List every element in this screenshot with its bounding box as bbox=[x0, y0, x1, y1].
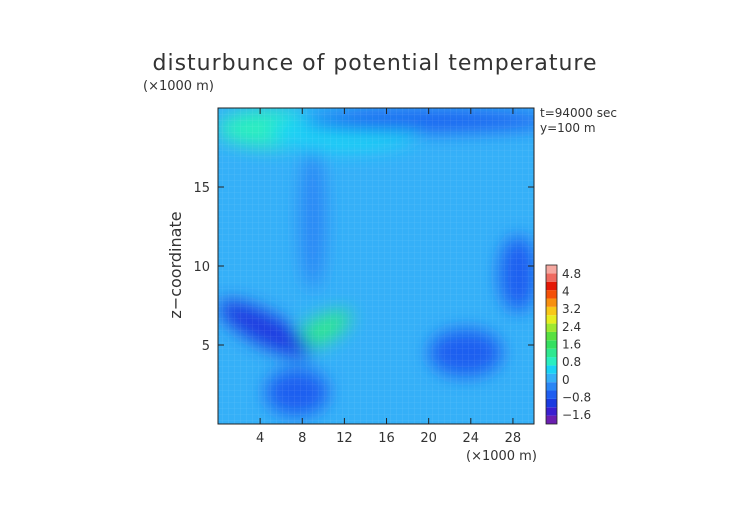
colorbar-swatch bbox=[546, 265, 557, 274]
chart-title: disturbunce of potential temperature bbox=[153, 51, 598, 76]
y-axis-unit: (×1000 m) bbox=[143, 79, 214, 94]
x-tick-label: 12 bbox=[336, 431, 353, 446]
x-tick-label: 20 bbox=[420, 431, 437, 446]
colorbar-frame bbox=[545, 264, 558, 425]
y-annotation: y=100 m bbox=[540, 121, 596, 135]
x-tick-label: 28 bbox=[505, 431, 522, 446]
colorbar-label: 4.8 bbox=[562, 267, 581, 281]
colorbar-label: 4 bbox=[562, 285, 570, 299]
colorbar-swatch bbox=[546, 365, 557, 374]
colorbar-swatch bbox=[546, 298, 557, 307]
y-tick-label: 15 bbox=[193, 181, 210, 196]
colorbar-swatch bbox=[546, 306, 557, 316]
colorbar-swatch bbox=[546, 281, 557, 291]
x-tick-label: 24 bbox=[463, 431, 480, 446]
colorbar-swatch bbox=[546, 398, 557, 408]
colorbar-swatch bbox=[546, 331, 557, 341]
x-tick-label: 8 bbox=[298, 431, 306, 446]
x-tick-label: 16 bbox=[378, 431, 395, 446]
colorbar-swatch bbox=[546, 407, 557, 416]
y-axis-label: z−coordinate bbox=[166, 211, 185, 318]
colorbar-swatch bbox=[546, 340, 557, 349]
colorbar-label: −0.8 bbox=[562, 391, 591, 405]
y-tick-label: 5 bbox=[202, 339, 210, 354]
x-axis-unit: (×1000 m) bbox=[466, 449, 537, 464]
colorbar-swatch bbox=[546, 373, 557, 383]
colorbar-swatch bbox=[546, 323, 557, 332]
time-annotation: t=94000 sec bbox=[540, 106, 617, 120]
colorbar-label: 0 bbox=[562, 373, 570, 387]
colorbar: 4.8 4 3.2 2.4 1.6 0.8 0 −0.8 −1.6 bbox=[545, 264, 591, 425]
colorbar-swatch bbox=[546, 382, 557, 391]
heatmap-plot bbox=[218, 108, 534, 424]
colorbar-label: 2.4 bbox=[562, 320, 581, 334]
grid-overlay bbox=[218, 108, 534, 424]
colorbar-label: 3.2 bbox=[562, 302, 581, 316]
colorbar-label: −1.6 bbox=[562, 408, 591, 422]
x-tick-label: 4 bbox=[256, 431, 264, 446]
axes: 4 8 12 16 20 24 28 5 10 15 bbox=[193, 107, 535, 446]
colorbar-swatch bbox=[546, 315, 557, 324]
colorbar-swatch bbox=[546, 390, 557, 399]
colorbar-label: 1.6 bbox=[562, 338, 581, 352]
colorbar-label: 0.8 bbox=[562, 355, 581, 369]
y-tick-label: 10 bbox=[193, 260, 210, 275]
colorbar-swatch bbox=[546, 415, 557, 424]
colorbar-swatch bbox=[546, 348, 557, 358]
colorbar-swatch bbox=[546, 290, 557, 299]
colorbar-swatch bbox=[546, 357, 557, 366]
colorbar-swatch bbox=[546, 273, 557, 282]
